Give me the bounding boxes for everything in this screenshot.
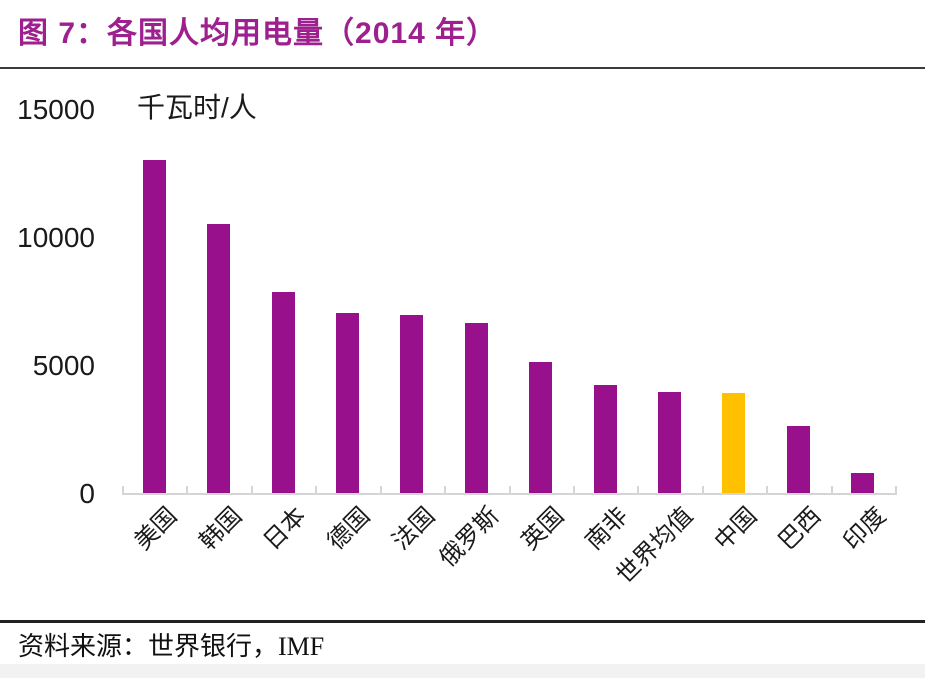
figure-title: 图 7：各国人均用电量（2014 年） bbox=[18, 17, 498, 50]
bar-usa bbox=[142, 160, 166, 493]
bar-south-korea bbox=[207, 224, 231, 493]
x-label-russia: 俄罗斯 bbox=[434, 502, 505, 573]
x-label-south-africa: 南非 bbox=[580, 502, 634, 556]
x-axis-tick bbox=[315, 486, 318, 493]
bar-south-africa bbox=[593, 385, 617, 493]
x-label-uk: 英国 bbox=[516, 502, 570, 556]
x-label-usa: 美国 bbox=[129, 502, 183, 556]
bar-china bbox=[722, 393, 746, 493]
x-label-india: 印度 bbox=[838, 502, 892, 556]
footer-divider bbox=[0, 620, 925, 623]
bar-uk bbox=[529, 362, 553, 493]
y-tick-label: 0 bbox=[79, 478, 95, 509]
x-axis-tick bbox=[122, 486, 124, 493]
x-axis-tick bbox=[379, 486, 382, 493]
x-label-south-korea: 韩国 bbox=[193, 502, 248, 556]
x-label-china: 中国 bbox=[709, 502, 763, 556]
y-tick-label: 5000 bbox=[32, 350, 95, 381]
bar-world-average bbox=[658, 391, 682, 493]
title-divider bbox=[0, 67, 925, 69]
x-axis-tick bbox=[508, 486, 511, 493]
bar-brazil bbox=[786, 426, 810, 493]
x-label-france: 法国 bbox=[387, 502, 441, 556]
x-axis-tick bbox=[572, 486, 575, 493]
x-axis-tick bbox=[186, 486, 189, 493]
bar-germany bbox=[335, 312, 359, 493]
x-axis-tick bbox=[637, 486, 640, 493]
bar-chart: 千瓦时/人 0 5000 10000 15000 美国 韩国 日本 德国 法国 俄罗斯 英国 南非 世界… bbox=[17, 92, 897, 589]
x-label-japan: 日本 bbox=[258, 502, 312, 556]
y-tick-label: 15000 bbox=[17, 94, 95, 125]
x-label-germany: 德国 bbox=[322, 502, 376, 556]
x-axis-tick bbox=[895, 486, 897, 493]
x-axis-tick bbox=[766, 486, 769, 493]
bar-india bbox=[851, 472, 875, 493]
bottom-edge-strip bbox=[0, 664, 925, 678]
bar-japan bbox=[271, 292, 295, 493]
source-text: 资料来源：世界银行，IMF bbox=[18, 632, 325, 661]
x-axis-tick bbox=[830, 486, 833, 493]
bar-france bbox=[400, 315, 424, 493]
y-tick-label: 10000 bbox=[17, 222, 95, 253]
x-axis-tick bbox=[250, 486, 253, 493]
x-axis-line bbox=[122, 493, 897, 495]
bar-russia bbox=[464, 322, 488, 493]
y-axis-unit-label: 千瓦时/人 bbox=[137, 92, 257, 123]
x-axis-tick bbox=[701, 486, 704, 493]
x-label-brazil: 巴西 bbox=[773, 502, 827, 556]
x-axis-tick bbox=[444, 486, 447, 493]
